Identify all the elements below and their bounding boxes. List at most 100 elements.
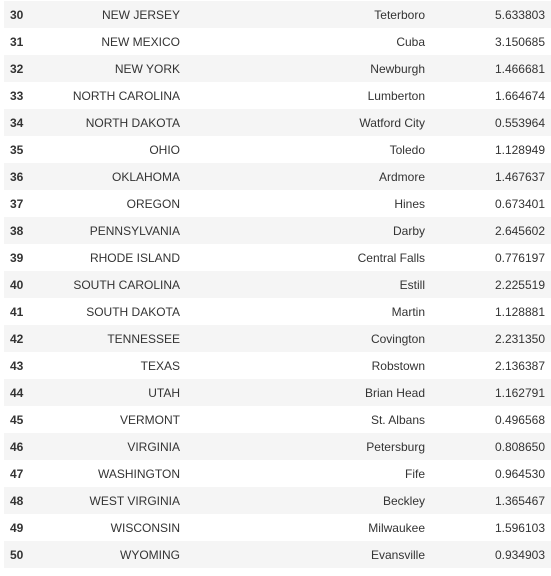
ranking-table-container: 30 NEW JERSEY Teterboro 5.633803 31 NEW … <box>4 1 551 568</box>
value-cell: 3.150685 <box>425 28 551 55</box>
state-cell: NORTH CAROLINA <box>60 82 180 109</box>
rank-cell: 35 <box>4 136 60 163</box>
rank-cell: 33 <box>4 82 60 109</box>
state-cell: VIRGINIA <box>60 433 180 460</box>
city-cell: Watford City <box>180 109 425 136</box>
city-cell: Central Falls <box>180 244 425 271</box>
value-cell: 0.553964 <box>425 109 551 136</box>
rank-cell: 36 <box>4 163 60 190</box>
table-row: 41 SOUTH DAKOTA Martin 1.128881 <box>4 298 551 325</box>
city-cell: Lumberton <box>180 82 425 109</box>
table-row: 43 TEXAS Robstown 2.136387 <box>4 352 551 379</box>
table-row: 49 WISCONSIN Milwaukee 1.596103 <box>4 514 551 541</box>
state-cell: NEW JERSEY <box>60 1 180 28</box>
state-cell: NEW YORK <box>60 55 180 82</box>
state-cell: WYOMING <box>60 541 180 568</box>
city-cell: Covington <box>180 325 425 352</box>
table-row: 50 WYOMING Evansville 0.934903 <box>4 541 551 568</box>
city-cell: Martin <box>180 298 425 325</box>
rank-cell: 47 <box>4 460 60 487</box>
rank-cell: 48 <box>4 487 60 514</box>
city-cell: Darby <box>180 217 425 244</box>
rank-cell: 39 <box>4 244 60 271</box>
city-cell: Toledo <box>180 136 425 163</box>
ranking-table: 30 NEW JERSEY Teterboro 5.633803 31 NEW … <box>4 1 551 568</box>
city-cell: St. Albans <box>180 406 425 433</box>
state-cell: TEXAS <box>60 352 180 379</box>
value-cell: 1.467637 <box>425 163 551 190</box>
rank-cell: 46 <box>4 433 60 460</box>
value-cell: 2.645602 <box>425 217 551 244</box>
state-cell: WEST VIRGINIA <box>60 487 180 514</box>
city-cell: Estill <box>180 271 425 298</box>
rank-cell: 43 <box>4 352 60 379</box>
city-cell: Hines <box>180 190 425 217</box>
value-cell: 1.466681 <box>425 55 551 82</box>
state-cell: TENNESSEE <box>60 325 180 352</box>
value-cell: 5.633803 <box>425 1 551 28</box>
table-row: 46 VIRGINIA Petersburg 0.808650 <box>4 433 551 460</box>
city-cell: Petersburg <box>180 433 425 460</box>
value-cell: 1.596103 <box>425 514 551 541</box>
table-row: 39 RHODE ISLAND Central Falls 0.776197 <box>4 244 551 271</box>
table-row: 42 TENNESSEE Covington 2.231350 <box>4 325 551 352</box>
value-cell: 1.365467 <box>425 487 551 514</box>
value-cell: 2.136387 <box>425 352 551 379</box>
state-cell: NORTH DAKOTA <box>60 109 180 136</box>
state-cell: OREGON <box>60 190 180 217</box>
city-cell: Beckley <box>180 487 425 514</box>
state-cell: WISCONSIN <box>60 514 180 541</box>
city-cell: Robstown <box>180 352 425 379</box>
value-cell: 1.162791 <box>425 379 551 406</box>
city-cell: Milwaukee <box>180 514 425 541</box>
rank-cell: 34 <box>4 109 60 136</box>
value-cell: 1.128881 <box>425 298 551 325</box>
table-row: 35 OHIO Toledo 1.128949 <box>4 136 551 163</box>
table-row: 47 WASHINGTON Fife 0.964530 <box>4 460 551 487</box>
table-row: 40 SOUTH CAROLINA Estill 2.225519 <box>4 271 551 298</box>
rank-cell: 49 <box>4 514 60 541</box>
value-cell: 2.225519 <box>425 271 551 298</box>
city-cell: Fife <box>180 460 425 487</box>
value-cell: 2.231350 <box>425 325 551 352</box>
state-cell: PENNSYLVANIA <box>60 217 180 244</box>
state-cell: UTAH <box>60 379 180 406</box>
rank-cell: 44 <box>4 379 60 406</box>
rank-cell: 41 <box>4 298 60 325</box>
state-cell: RHODE ISLAND <box>60 244 180 271</box>
rank-cell: 45 <box>4 406 60 433</box>
ranking-table-body: 30 NEW JERSEY Teterboro 5.633803 31 NEW … <box>4 1 551 568</box>
city-cell: Evansville <box>180 541 425 568</box>
value-cell: 0.776197 <box>425 244 551 271</box>
city-cell: Cuba <box>180 28 425 55</box>
table-row: 33 NORTH CAROLINA Lumberton 1.664674 <box>4 82 551 109</box>
city-cell: Newburgh <box>180 55 425 82</box>
rank-cell: 32 <box>4 55 60 82</box>
state-cell: WASHINGTON <box>60 460 180 487</box>
value-cell: 0.808650 <box>425 433 551 460</box>
table-row: 38 PENNSYLVANIA Darby 2.645602 <box>4 217 551 244</box>
value-cell: 1.128949 <box>425 136 551 163</box>
city-cell: Teterboro <box>180 1 425 28</box>
rank-cell: 38 <box>4 217 60 244</box>
rank-cell: 30 <box>4 1 60 28</box>
state-cell: OHIO <box>60 136 180 163</box>
city-cell: Ardmore <box>180 163 425 190</box>
rank-cell: 31 <box>4 28 60 55</box>
rank-cell: 42 <box>4 325 60 352</box>
table-row: 48 WEST VIRGINIA Beckley 1.365467 <box>4 487 551 514</box>
value-cell: 0.964530 <box>425 460 551 487</box>
table-row: 34 NORTH DAKOTA Watford City 0.553964 <box>4 109 551 136</box>
rank-cell: 50 <box>4 541 60 568</box>
state-cell: OKLAHOMA <box>60 163 180 190</box>
value-cell: 0.673401 <box>425 190 551 217</box>
table-row: 36 OKLAHOMA Ardmore 1.467637 <box>4 163 551 190</box>
table-row: 45 VERMONT St. Albans 0.496568 <box>4 406 551 433</box>
state-cell: NEW MEXICO <box>60 28 180 55</box>
rank-cell: 40 <box>4 271 60 298</box>
table-row: 31 NEW MEXICO Cuba 3.150685 <box>4 28 551 55</box>
state-cell: SOUTH CAROLINA <box>60 271 180 298</box>
state-cell: SOUTH DAKOTA <box>60 298 180 325</box>
value-cell: 1.664674 <box>425 82 551 109</box>
table-row: 32 NEW YORK Newburgh 1.466681 <box>4 55 551 82</box>
